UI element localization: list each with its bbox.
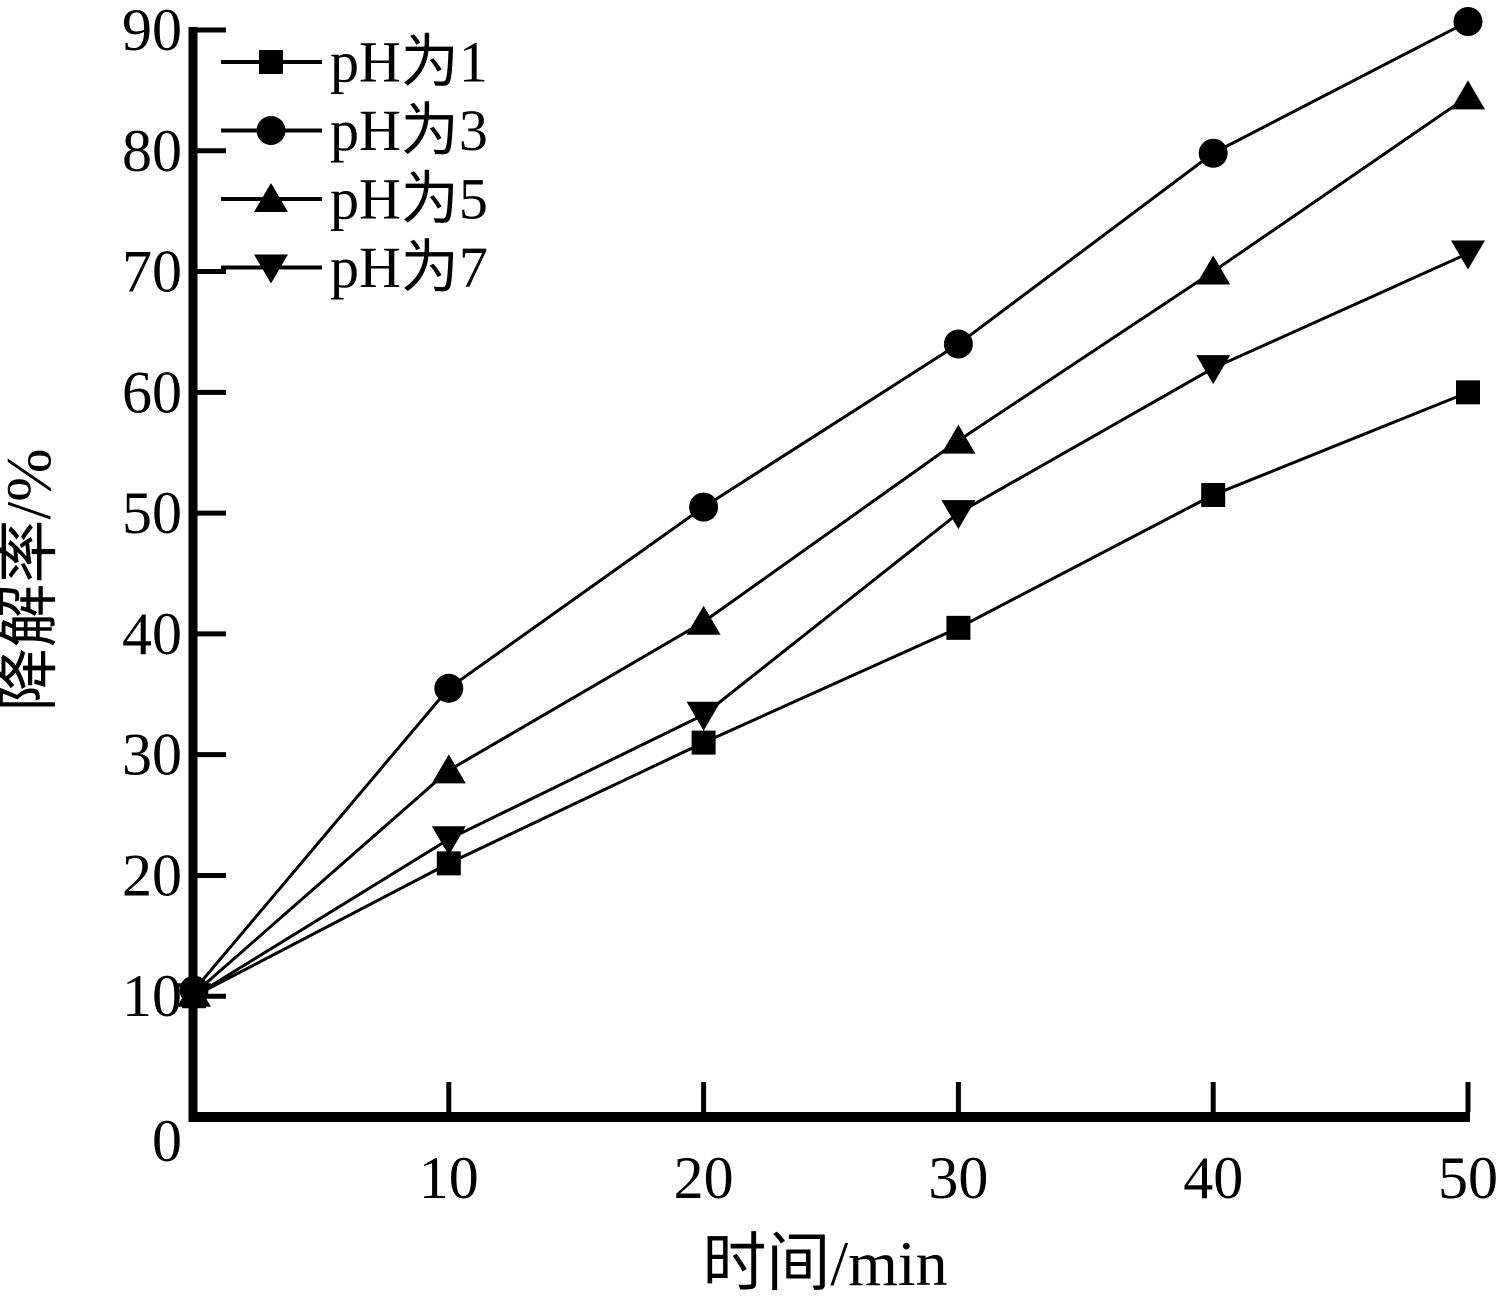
y-tick-label: 60 — [122, 359, 182, 425]
data-point-marker-square — [946, 615, 971, 640]
data-point-marker-circle — [434, 673, 464, 703]
x-tick-label: 50 — [1438, 1145, 1498, 1211]
series-line — [192, 20, 1469, 992]
axes — [188, 27, 1470, 1122]
data-point-marker-triangle-down — [941, 500, 976, 530]
data-point-marker-circle — [689, 492, 719, 522]
series-line — [193, 252, 1469, 998]
series-layer — [177, 7, 1485, 1013]
y-tick-label: 80 — [122, 118, 182, 184]
data-point-marker-triangle-down — [686, 701, 721, 731]
y-tick-label: 20 — [122, 842, 182, 908]
series-line — [193, 95, 1469, 995]
y-tick-label: 70 — [122, 239, 182, 305]
data-point-marker-triangle-down — [431, 826, 466, 856]
legend-label: pH为7 — [330, 235, 488, 300]
legend-item: pH为1 — [221, 30, 488, 95]
legend-marker-square — [259, 50, 283, 74]
data-point-marker-triangle-up — [431, 754, 466, 784]
legend-label: pH为5 — [330, 167, 488, 232]
y-tick-label: 30 — [122, 722, 182, 788]
x-tick-label: 40 — [1183, 1145, 1243, 1211]
data-point-marker-circle — [943, 329, 973, 359]
y-axis-label: 降解率/% — [0, 448, 64, 711]
data-point-marker-square — [1201, 482, 1226, 507]
data-point-marker-triangle-down — [177, 983, 211, 1013]
series-line — [193, 390, 1469, 998]
data-point-marker-triangle-down — [1196, 355, 1231, 385]
legend-marker-triangle-down — [254, 254, 288, 284]
data-point-marker-circle — [1453, 7, 1483, 37]
data-point-marker-square — [691, 730, 716, 755]
legend-item: pH为5 — [221, 167, 488, 232]
data-point-marker-circle — [1198, 138, 1228, 168]
data-point-marker-triangle-up — [1451, 80, 1485, 110]
data-point-marker-triangle-up — [686, 605, 721, 635]
x-tick-label: 20 — [674, 1145, 734, 1211]
y-tick-label: 50 — [122, 480, 182, 546]
legend-item: pH为3 — [221, 98, 488, 163]
data-point-marker-square — [1456, 380, 1480, 405]
data-point-marker-square — [436, 851, 461, 876]
y-tick-label: 0 — [152, 1108, 182, 1174]
x-tick-label: 30 — [928, 1145, 988, 1211]
y-tick-label: 40 — [122, 601, 182, 667]
legend-marker-circle — [256, 116, 286, 145]
x-axis-label: 时间/min — [702, 1228, 947, 1299]
data-point-marker-triangle-down — [1451, 240, 1485, 270]
legend-label: pH为3 — [330, 98, 488, 163]
legend-marker-triangle-up — [254, 183, 288, 212]
axis-ticks: 0 10 20 30 40 50 60 70 80 90 10 20 30 40 50 — [122, 0, 1498, 1211]
y-tick-label: 90 — [122, 0, 182, 63]
data-point-marker-triangle-up — [1196, 255, 1231, 285]
x-tick-label: 10 — [419, 1145, 479, 1211]
legend-label: pH为1 — [330, 30, 488, 95]
y-tick-label: 10 — [122, 963, 182, 1029]
legend-item: pH为7 — [221, 235, 488, 300]
data-point-marker-triangle-up — [941, 424, 976, 454]
